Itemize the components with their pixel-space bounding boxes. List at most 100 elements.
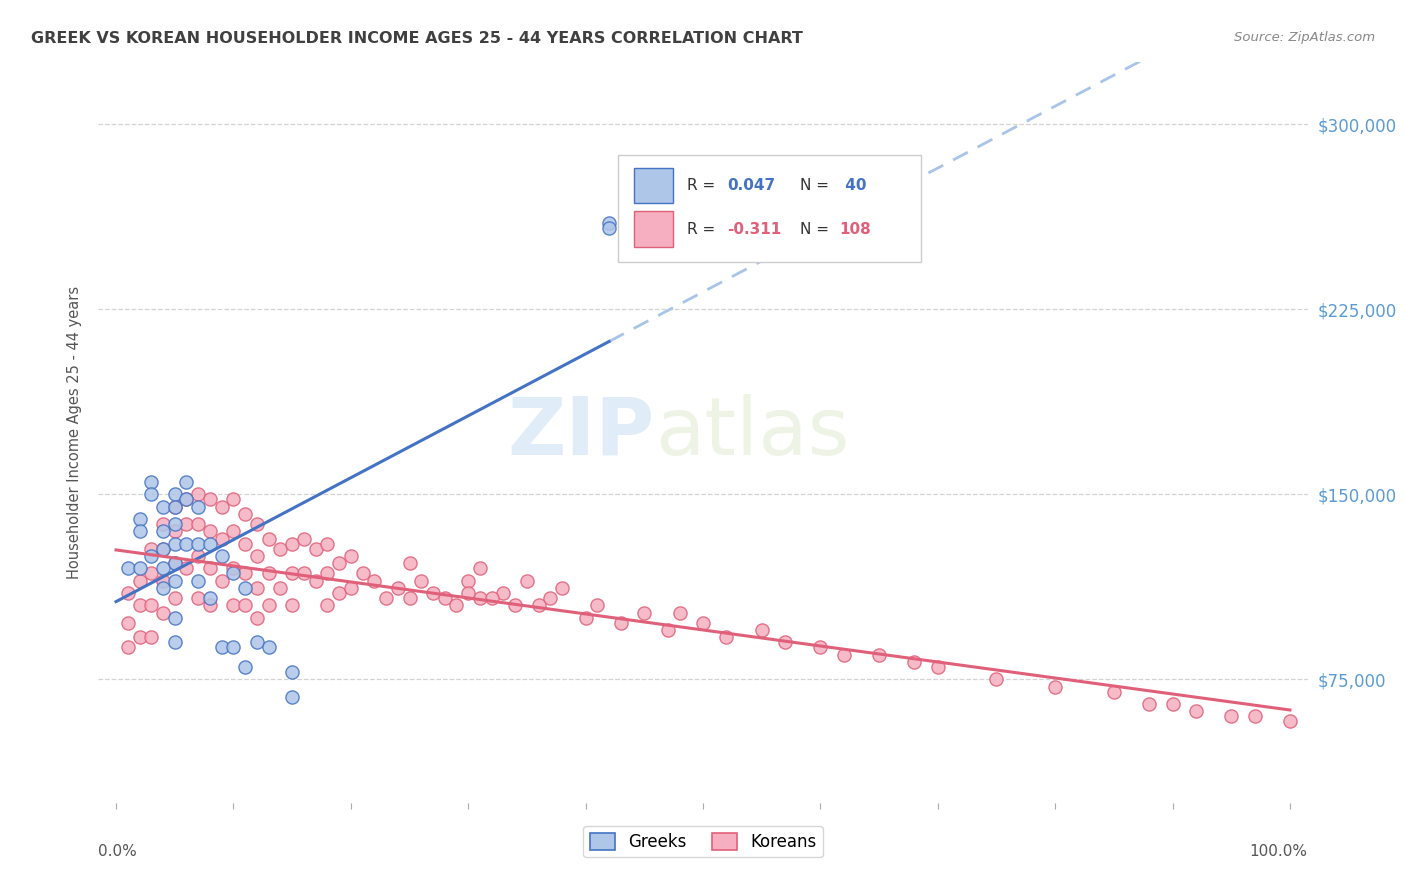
Text: ZIP: ZIP [508,393,655,472]
Point [176,492,198,507]
Point [575,610,598,624]
Point [222,640,245,655]
Point [422,586,444,600]
Point [316,566,339,581]
Point [222,524,245,539]
Point [773,635,796,649]
Point [211,549,233,563]
FancyBboxPatch shape [619,155,921,262]
Point [187,536,209,550]
Point [233,536,256,550]
Point [281,665,304,679]
Point [198,561,221,575]
Point [808,640,831,655]
Point [163,557,186,571]
FancyBboxPatch shape [634,211,672,247]
Point [246,516,269,531]
Point [128,599,150,613]
Point [222,599,245,613]
Point [387,581,409,595]
Text: 0.047: 0.047 [727,178,775,193]
Point [152,561,174,575]
Point [598,220,620,235]
Point [163,610,186,624]
Text: N =: N = [800,178,834,193]
Point [1137,697,1160,711]
Point [187,487,209,501]
Text: 0.0%: 0.0% [98,844,138,858]
Point [610,615,633,630]
Point [141,541,163,556]
Point [141,487,163,501]
Point [304,541,326,556]
Point [1243,709,1265,723]
Point [516,574,538,588]
Point [128,574,150,588]
Text: 108: 108 [839,221,872,236]
Point [1185,705,1208,719]
Point [586,599,609,613]
Point [257,532,280,546]
Point [903,655,925,669]
Point [527,599,550,613]
Point [1278,714,1301,729]
Point [163,635,186,649]
Point [411,574,433,588]
Legend: Greeks, Koreans: Greeks, Koreans [583,826,823,857]
Point [233,660,256,674]
Point [163,524,186,539]
Point [141,566,163,581]
Point [316,599,339,613]
Point [163,574,186,588]
Point [176,561,198,575]
Point [198,599,221,613]
Point [457,574,479,588]
Point [152,500,174,514]
Point [117,586,139,600]
Point [316,536,339,550]
Point [128,524,150,539]
Point [163,591,186,605]
Point [152,516,174,531]
Point [692,615,714,630]
Point [198,591,221,605]
Text: R =: R = [688,221,720,236]
Point [716,631,738,645]
Point [141,599,163,613]
Point [246,581,269,595]
Point [233,507,256,521]
Point [222,561,245,575]
Text: GREEK VS KOREAN HOUSEHOLDER INCOME AGES 25 - 44 YEARS CORRELATION CHART: GREEK VS KOREAN HOUSEHOLDER INCOME AGES … [31,31,803,46]
Point [657,623,679,637]
Point [269,581,291,595]
Point [163,536,186,550]
Point [117,640,139,655]
Point [304,574,326,588]
Point [398,557,420,571]
Point [398,591,420,605]
Point [503,599,526,613]
Point [340,581,363,595]
Point [152,574,174,588]
Point [492,586,515,600]
Point [281,690,304,704]
Point [281,536,304,550]
Point [152,541,174,556]
Point [751,623,773,637]
Point [163,516,186,531]
Point [152,524,174,539]
Point [328,557,350,571]
Point [468,561,491,575]
Point [551,581,574,595]
Point [198,524,221,539]
Point [176,536,198,550]
Point [363,574,385,588]
Point [176,475,198,489]
Point [927,660,949,674]
Point [433,591,456,605]
Point [163,487,186,501]
Point [222,566,245,581]
Point [176,516,198,531]
Point [222,492,245,507]
Point [187,591,209,605]
